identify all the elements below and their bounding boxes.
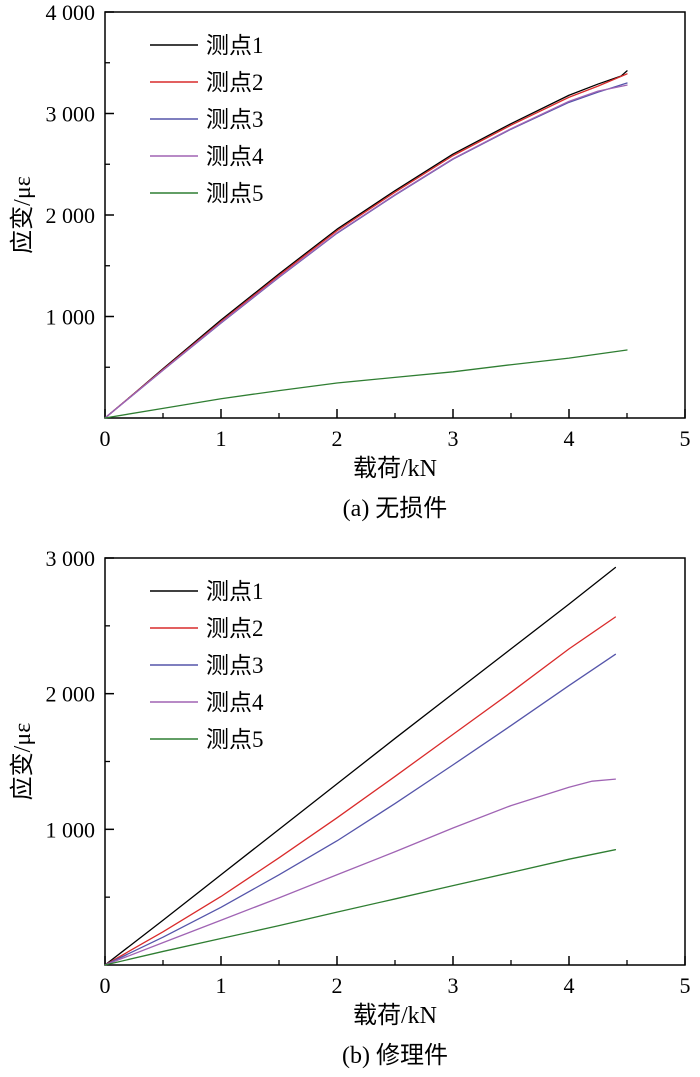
x-tick-label: 1: [216, 426, 227, 451]
series-line: [104, 82, 628, 419]
y-tick-label: 2 000: [46, 203, 96, 228]
legend-entry-label: 测点5: [206, 181, 264, 206]
y-tick-label: 3 000: [46, 102, 96, 127]
x-tick-label: 5: [680, 426, 691, 451]
y-tick-label: 3 000: [46, 546, 96, 571]
series-line: [104, 778, 617, 966]
y-axis-label: 应变/με: [9, 723, 36, 801]
plot-border: [104, 557, 686, 966]
legend-entry-label: 测点5: [206, 727, 264, 752]
chart-svg: 0 1 2 3 4 5 1 000 2 000 3 000 测点1 测点2 测点3 测点4 测点5 载荷/k…: [9, 546, 691, 1069]
legend-entry-label: 测点1: [206, 579, 264, 604]
x-tick-label: 3: [448, 973, 459, 998]
legend-entry-label: 测点1: [206, 33, 264, 58]
y-tick-label: 1 000: [46, 817, 96, 842]
chart-subtitle: (a) 无损件: [343, 495, 448, 522]
x-tick-label: 0: [100, 426, 111, 451]
x-tick-label: 4: [564, 973, 575, 998]
chart-b-repaired: 0 1 2 3 4 5 1 000 2 000 3 000 测点1 测点2 测点3 测点4 测点5 载荷/k…: [0, 535, 700, 1077]
x-tick-label: 1: [216, 973, 227, 998]
series-line: [104, 73, 628, 419]
chart-a-undamaged: 0 1 2 3 4 5 1 000 2 000 3 000 4 000 测点1 测点2 测点3 测点4 测点…: [0, 0, 700, 535]
x-tick-label: 4: [564, 426, 575, 451]
series-line: [104, 70, 628, 419]
y-tick-label: 1 000: [46, 305, 96, 330]
legend-entry-label: 测点3: [206, 653, 264, 678]
series-line: [104, 566, 617, 966]
chart-svg: 0 1 2 3 4 5 1 000 2 000 3 000 4 000 测点1 测点2 测点3 测点4 测点…: [9, 0, 691, 522]
x-tick-label: 2: [332, 426, 343, 451]
x-tick-label: 0: [100, 973, 111, 998]
series-line: [104, 84, 628, 419]
x-tick-label: 2: [332, 973, 343, 998]
legend-entry-label: 测点2: [206, 70, 264, 95]
legend-entry-label: 测点4: [206, 690, 264, 715]
series-line: [104, 849, 617, 966]
x-axis-label: 载荷/kN: [353, 1002, 437, 1029]
y-axis-label: 应变/με: [9, 176, 36, 254]
series-line: [104, 349, 628, 419]
chart-subtitle: (b) 修理件: [342, 1042, 448, 1069]
y-tick-label: 4 000: [46, 0, 96, 25]
x-tick-label: 3: [448, 426, 459, 451]
x-axis-label: 载荷/kN: [353, 455, 437, 482]
y-tick-label: 2 000: [46, 682, 96, 707]
x-tick-label: 5: [680, 973, 691, 998]
series-line: [104, 653, 617, 966]
legend-entry-label: 测点4: [206, 144, 264, 169]
legend-entry-label: 测点3: [206, 107, 264, 132]
series-line: [104, 616, 617, 966]
legend-entry-label: 测点2: [206, 616, 264, 641]
plot-border: [104, 11, 686, 419]
